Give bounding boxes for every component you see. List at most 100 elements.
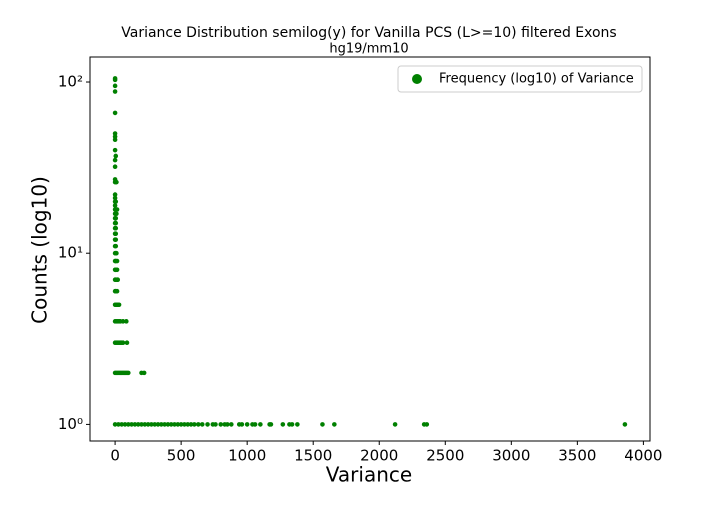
point bbox=[178, 422, 184, 427]
point bbox=[392, 422, 398, 427]
point bbox=[112, 157, 118, 163]
point bbox=[280, 422, 286, 427]
x-tick-label: 4000 bbox=[624, 447, 662, 465]
point bbox=[424, 422, 430, 427]
point bbox=[295, 422, 300, 427]
point bbox=[258, 422, 263, 427]
x-tick-label: 500 bbox=[167, 447, 196, 465]
legend-label: Frequency (log10) of Variance bbox=[439, 72, 634, 87]
point bbox=[622, 422, 628, 427]
point bbox=[188, 422, 194, 427]
x-tick-label: 2500 bbox=[426, 447, 464, 465]
y-tick-label: 10⁰ bbox=[58, 415, 83, 433]
point bbox=[114, 250, 119, 256]
point bbox=[205, 422, 210, 427]
point bbox=[229, 422, 234, 427]
y-tick-label: 10² bbox=[58, 73, 83, 91]
point bbox=[113, 199, 119, 204]
point bbox=[213, 422, 218, 427]
point bbox=[182, 422, 187, 427]
point bbox=[112, 83, 118, 89]
x-tick-label: 1500 bbox=[294, 447, 332, 465]
y-tick-label: 10¹ bbox=[58, 244, 83, 262]
point bbox=[113, 215, 119, 221]
point bbox=[142, 422, 148, 427]
point bbox=[239, 422, 245, 427]
point bbox=[145, 422, 151, 427]
point bbox=[141, 370, 147, 376]
point bbox=[155, 422, 161, 427]
point bbox=[114, 288, 120, 294]
x-tick-label: 3000 bbox=[492, 447, 530, 465]
point bbox=[113, 243, 119, 249]
y-axis-label: Counts (log10) bbox=[28, 176, 52, 324]
point bbox=[120, 340, 126, 346]
point bbox=[126, 422, 131, 427]
point bbox=[116, 302, 122, 308]
point bbox=[116, 422, 121, 427]
point bbox=[114, 258, 120, 264]
point bbox=[149, 422, 154, 427]
point bbox=[159, 422, 164, 427]
x-axis-label: Variance bbox=[326, 463, 412, 487]
point bbox=[175, 422, 181, 427]
point bbox=[112, 177, 118, 182]
point bbox=[129, 422, 134, 427]
point bbox=[112, 89, 118, 94]
point bbox=[252, 422, 258, 427]
point bbox=[168, 422, 174, 427]
point bbox=[152, 422, 158, 427]
point bbox=[172, 422, 177, 427]
point bbox=[112, 195, 118, 201]
point bbox=[124, 340, 130, 346]
legend-box bbox=[397, 65, 643, 93]
point bbox=[289, 422, 295, 427]
point bbox=[112, 110, 118, 116]
point bbox=[119, 422, 124, 427]
point bbox=[113, 237, 119, 242]
point bbox=[132, 422, 138, 427]
point bbox=[196, 422, 201, 427]
point bbox=[139, 422, 144, 427]
point bbox=[112, 76, 118, 81]
chart-title: Variance Distribution semilog(y) for Van… bbox=[121, 25, 616, 41]
point bbox=[113, 220, 119, 226]
point bbox=[135, 422, 141, 427]
point bbox=[192, 422, 197, 427]
point bbox=[114, 211, 119, 217]
point bbox=[320, 422, 325, 427]
point bbox=[244, 422, 250, 427]
point bbox=[113, 153, 119, 159]
point bbox=[122, 422, 128, 427]
chart-subtitle: hg19/mm10 bbox=[329, 42, 408, 57]
point bbox=[112, 164, 118, 170]
x-tick-label: 1000 bbox=[228, 447, 266, 465]
point bbox=[199, 422, 205, 427]
point bbox=[268, 422, 274, 427]
point bbox=[112, 131, 118, 136]
point bbox=[218, 422, 224, 427]
point bbox=[120, 319, 126, 324]
point bbox=[112, 137, 118, 143]
point bbox=[112, 203, 118, 208]
point bbox=[112, 422, 118, 427]
point bbox=[126, 370, 131, 376]
x-tick-label: 3500 bbox=[558, 447, 596, 465]
point bbox=[113, 225, 119, 231]
point bbox=[112, 192, 118, 197]
x-tick-label: 2000 bbox=[360, 447, 398, 465]
point bbox=[112, 147, 118, 153]
legend-marker bbox=[412, 74, 422, 84]
point bbox=[113, 231, 119, 237]
point bbox=[225, 422, 230, 427]
point bbox=[162, 422, 167, 427]
point bbox=[114, 207, 120, 212]
point bbox=[124, 319, 129, 324]
point bbox=[332, 422, 337, 427]
point bbox=[185, 422, 191, 427]
point bbox=[165, 422, 171, 427]
point bbox=[115, 277, 121, 283]
plot-frame bbox=[89, 56, 651, 442]
point bbox=[114, 267, 120, 273]
